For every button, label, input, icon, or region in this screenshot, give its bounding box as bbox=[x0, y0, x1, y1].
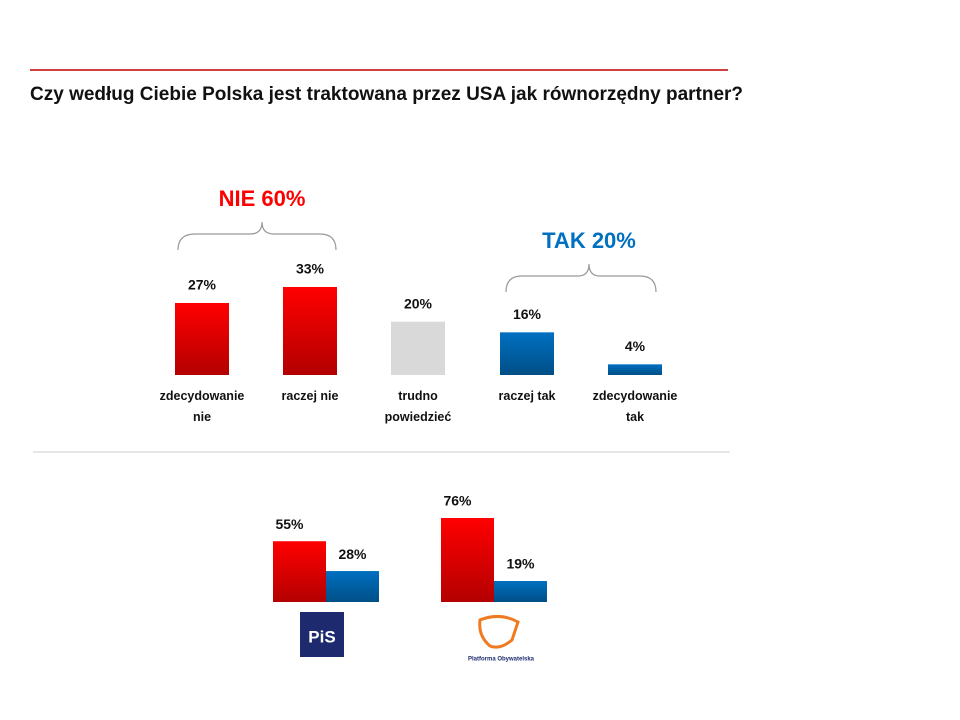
bar-shade bbox=[283, 286, 337, 375]
data-label: 20% bbox=[404, 295, 433, 311]
bar-shade bbox=[175, 302, 229, 375]
data-label: 33% bbox=[296, 261, 325, 277]
bracket bbox=[177, 221, 337, 251]
bar-shade bbox=[500, 332, 554, 375]
data-label: 16% bbox=[513, 306, 542, 322]
logo-bg bbox=[300, 612, 344, 657]
logo-shape bbox=[478, 615, 520, 649]
data-label: 19% bbox=[506, 556, 535, 572]
group-total: TAK 20% bbox=[542, 228, 636, 253]
bar-shade bbox=[494, 581, 547, 602]
bar-shade bbox=[441, 518, 494, 602]
data-label: 76% bbox=[443, 493, 472, 509]
slide-title: Czy według Ciebie Polska jest traktowana… bbox=[30, 84, 744, 105]
category-label: zdecydowanie nie bbox=[159, 389, 245, 424]
group-total: NIE 60% bbox=[219, 186, 306, 211]
bar-shade bbox=[273, 541, 326, 602]
category-label: raczej tak bbox=[498, 389, 556, 403]
category-label: zdecydowanie tak bbox=[592, 389, 678, 424]
data-label: 55% bbox=[275, 516, 304, 532]
bar-shade bbox=[326, 571, 379, 602]
logo-text: Platforma Obywatelska bbox=[468, 657, 535, 663]
bar bbox=[391, 321, 445, 375]
data-label: 28% bbox=[338, 546, 367, 562]
data-label: 4% bbox=[625, 338, 646, 354]
bar-shade bbox=[608, 364, 662, 375]
logo-text: PiS bbox=[308, 627, 335, 646]
category-label: raczej nie bbox=[281, 389, 339, 403]
bracket bbox=[505, 263, 657, 293]
data-label: 27% bbox=[188, 277, 217, 293]
category-label: trudno powiedzieć bbox=[384, 389, 452, 424]
